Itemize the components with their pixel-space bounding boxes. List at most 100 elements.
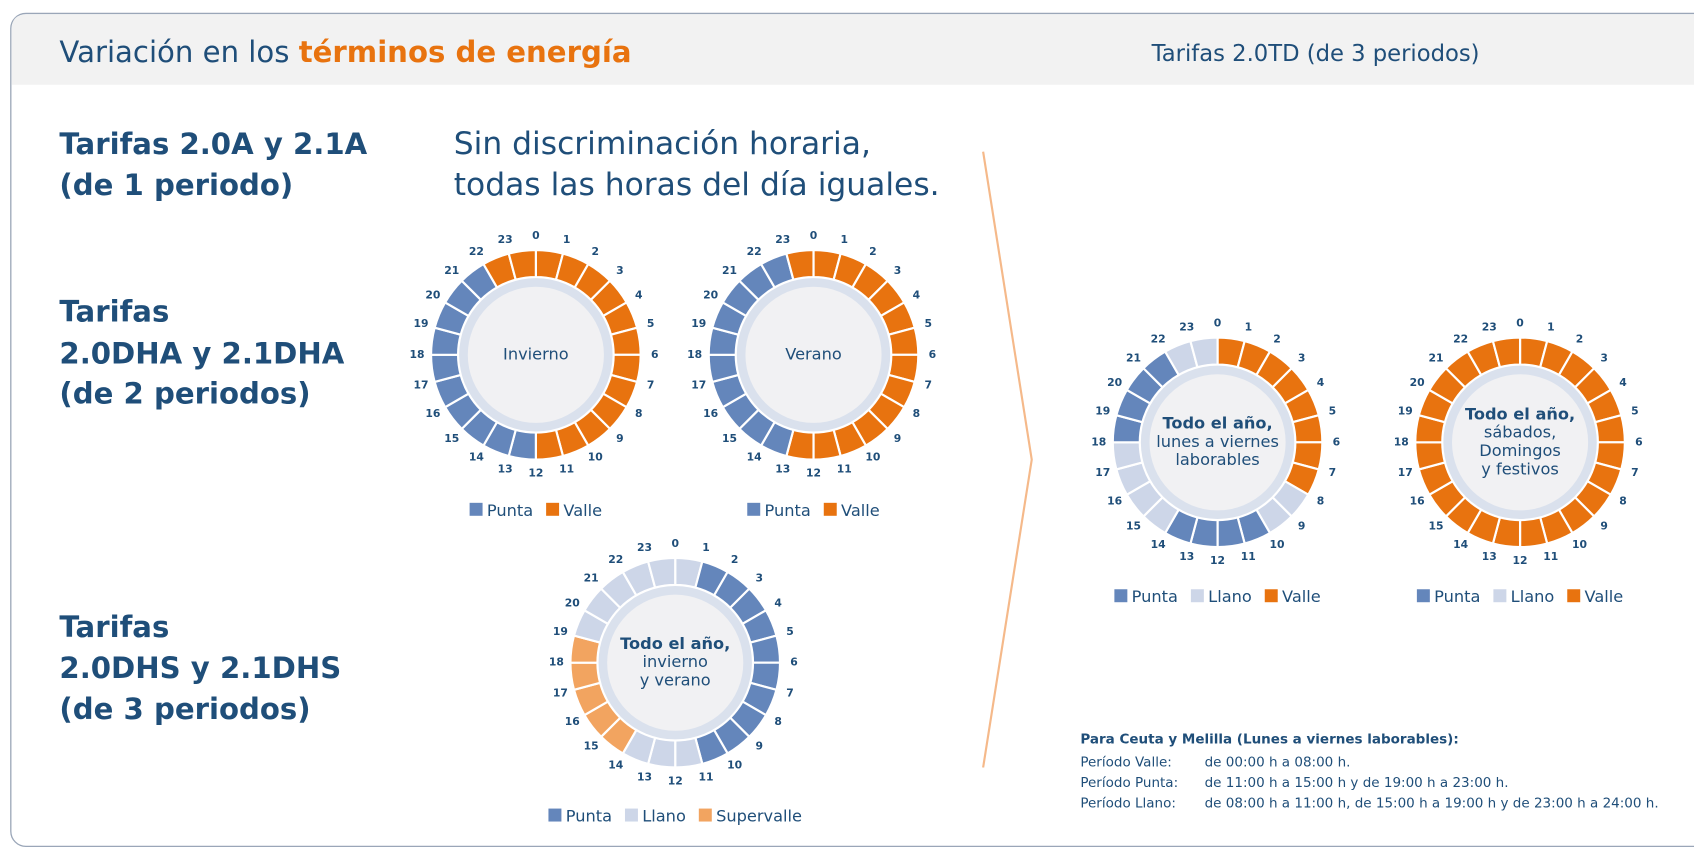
clock-center	[1149, 374, 1286, 511]
note-label: Período Valle:	[1080, 754, 1171, 770]
legend-label: Llano	[642, 807, 686, 826]
center-label: laborables	[1175, 450, 1259, 469]
legend: Punta Llano Valle	[1114, 587, 1321, 606]
legend-swatch	[548, 808, 562, 822]
note-value: de 00:00 h a 08:00 h.	[1205, 754, 1351, 770]
hour-label: 6	[790, 656, 798, 669]
hour-label: 23	[498, 233, 513, 246]
hour-label: 7	[1631, 466, 1639, 479]
center-label: sábados,	[1484, 423, 1556, 442]
hour-label: 4	[1619, 376, 1627, 389]
hour-label: 2	[1576, 332, 1584, 345]
hour-label: 9	[894, 432, 902, 445]
center-label: lunes a viernes	[1156, 432, 1279, 451]
hour-label: 18	[410, 348, 425, 361]
tariff-label: Tarifas	[59, 610, 169, 644]
hour-label: 17	[553, 686, 568, 699]
center-label: y festivos	[1481, 459, 1559, 478]
hour-label: 21	[1126, 351, 1141, 364]
hour-label: 17	[414, 379, 429, 392]
hour-label: 10	[727, 759, 742, 772]
hour-label: 7	[647, 379, 655, 392]
center-label: Todo el año,	[1162, 413, 1272, 432]
hour-label: 17	[1398, 466, 1413, 479]
hour-label: 23	[637, 541, 652, 554]
clock-center	[745, 286, 882, 423]
clock: 0 1234567891011121314151617181920212223To…	[1394, 316, 1643, 567]
hour-label: 6	[1635, 435, 1643, 448]
hour-label: 3	[894, 264, 902, 277]
hour-label: 11	[1241, 550, 1256, 563]
hour-label: 11	[698, 771, 713, 784]
hour-label: 5	[1631, 405, 1639, 418]
hour-label: 22	[1151, 332, 1166, 345]
tariff-note: todas las horas del día iguales.	[454, 167, 940, 203]
hour-label: 22	[608, 553, 623, 566]
hour-label: 9	[1600, 519, 1608, 532]
hour-label: 4	[913, 288, 921, 301]
tariff-label: (de 3 periodos)	[59, 692, 310, 726]
hour-label: 10	[1572, 538, 1587, 551]
hour-label: 19	[553, 625, 568, 638]
tariff-label: 2.0DHS y 2.1DHS	[59, 651, 341, 685]
hour-label: 12	[1210, 554, 1225, 567]
hour-label: 13	[498, 463, 513, 476]
title-highlight: términos de energía	[299, 35, 632, 69]
legend-swatch	[1416, 589, 1430, 603]
legend-swatch	[1493, 589, 1507, 603]
legend: Punta Llano Valle	[1416, 587, 1624, 606]
hour-label: 20	[565, 596, 580, 609]
legend-swatch	[823, 502, 837, 516]
legend-swatch	[469, 502, 483, 516]
title-prefix: Variación en los	[59, 35, 298, 69]
legend-label: Punta	[566, 807, 612, 826]
hour-label: 16	[703, 407, 718, 420]
hour-segment	[785, 248, 815, 282]
hour-label: 1	[841, 233, 849, 246]
hour-label: 12	[668, 775, 683, 788]
hour-label: 3	[1298, 351, 1306, 364]
hour-label: 6	[1333, 435, 1341, 448]
hour-label: 0	[671, 537, 679, 550]
legend-label: Punta	[1132, 587, 1178, 606]
hour-label: 14	[469, 451, 485, 464]
legend: Punta Llano Supervalle	[548, 807, 802, 826]
hour-label: 10	[1269, 538, 1284, 551]
clock: 0 1234567891011121314151617181920212223Ve…	[687, 229, 936, 480]
hour-label: 3	[755, 572, 763, 585]
center-label: invierno	[643, 652, 708, 671]
legend-label: Valle	[1585, 587, 1624, 606]
clock: 0 1234567891011121314151617181920212223In…	[410, 229, 659, 480]
header-right-title: Tarifas 2.0TD (de 3 periodos)	[1151, 41, 1480, 67]
note-value: de 11:00 h a 15:00 h y de 19:00 h a 23:0…	[1205, 775, 1509, 791]
hour-label: 5	[925, 317, 933, 330]
hour-label: 15	[1429, 519, 1444, 532]
hour-label: 15	[444, 432, 459, 445]
hour-label: 20	[1107, 376, 1122, 389]
hour-label: 7	[925, 379, 933, 392]
hour-label: 8	[635, 407, 643, 420]
legend-swatch	[1264, 589, 1278, 603]
hour-label: 2	[869, 245, 877, 258]
hour-label: 4	[1317, 376, 1325, 389]
tariff-label: Tarifas	[59, 294, 169, 328]
hour-label: 13	[637, 771, 652, 784]
clock-center	[467, 286, 604, 423]
hour-label: 14	[1453, 538, 1469, 551]
hour-label: 9	[616, 432, 624, 445]
legend-swatch	[747, 502, 761, 516]
hour-label: 8	[774, 715, 782, 728]
hour-segment	[1491, 336, 1522, 369]
hour-label: 14	[1151, 538, 1167, 551]
hour-label: 23	[775, 233, 790, 246]
hour-label: 18	[687, 348, 702, 361]
hour-label: 3	[1600, 351, 1608, 364]
legend-label: Llano	[1511, 587, 1555, 606]
hour-label: 20	[425, 288, 440, 301]
hour-label: 6	[651, 348, 659, 361]
hour-label: 18	[1394, 435, 1409, 448]
center-label: Todo el año,	[1465, 404, 1575, 423]
legend-swatch	[624, 808, 638, 822]
hour-label: 19	[1398, 405, 1413, 418]
center-label: y verano	[640, 671, 711, 690]
